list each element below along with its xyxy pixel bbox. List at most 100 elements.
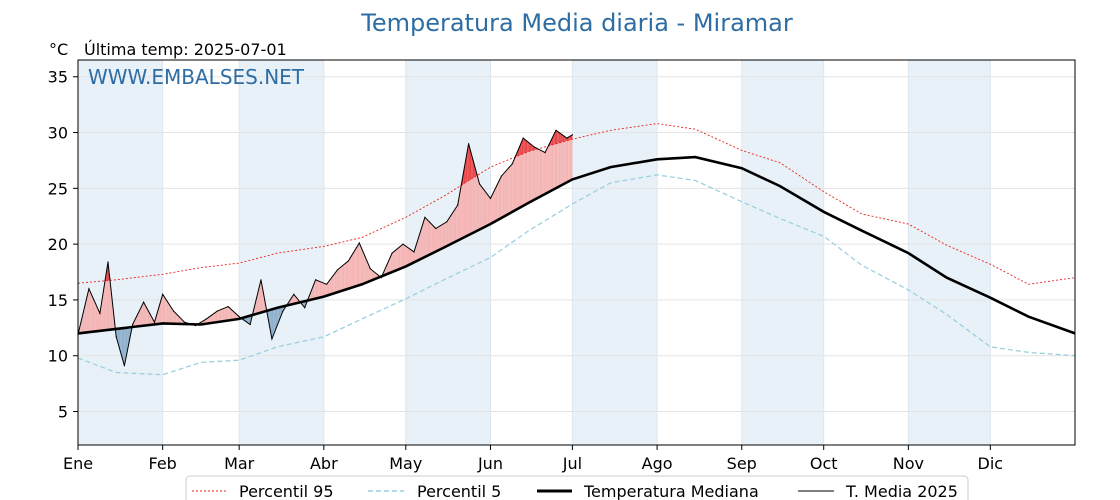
point-2025 [194,324,197,327]
fill-above-median [404,245,406,268]
fill-above-median [497,181,499,221]
fill-above-median [312,283,315,300]
fill-above-median [401,244,404,269]
point-2025 [336,269,339,271]
fill-above-median [393,250,395,272]
point-2025 [555,129,557,131]
fill-above-median [539,149,541,197]
point-2025 [271,338,273,340]
fill-above-median [322,282,324,297]
x-tick-label-feb: Feb [149,454,177,473]
fill-above-median [91,294,94,332]
fill-above-median [233,311,236,320]
fill-above-median [389,256,391,274]
fill-above-median [504,171,506,217]
fill-above-median [318,280,320,298]
x-tick-label-ene: Ene [63,454,93,473]
fill-above-median [344,263,346,291]
fill-above-median [478,178,480,231]
point-2025 [402,243,404,245]
fill-above-median [524,139,526,206]
fill-above-median [534,147,536,200]
point-2025 [99,312,101,314]
fill-above-median [319,281,322,298]
point-2025 [566,137,568,139]
fill-above-median [172,308,174,324]
point-2025 [571,134,574,136]
fill-above-p95 [474,163,476,178]
fill-above-median [494,187,496,222]
fill-above-median [403,244,405,268]
fill-above-p95 [554,130,557,145]
axes: 5 10 15 20 25 30 35 Ene Feb Mar Abr May Jun Jul Ago Sep… [48,68,1003,473]
fill-above-median [445,221,447,247]
fill-above-median [545,149,547,195]
fill-above-median [340,266,342,292]
fill-above-median [213,313,215,323]
fill-above-median [538,149,540,198]
fill-above-p95 [521,138,524,155]
grid-lines [77,60,1075,445]
fill-above-median [317,280,319,299]
fill-above-median [133,318,136,327]
fill-above-median [332,275,334,294]
point-2025 [325,283,328,285]
fill-above-median [516,150,518,210]
fill-above-median [430,222,432,255]
fill-above-median [356,245,358,287]
fill-above-median [500,176,502,219]
fill-above-median [517,147,520,209]
fill-above-median [342,264,345,291]
point-2025 [522,137,524,139]
fill-above-median [170,306,173,324]
fill-above-median [334,271,337,294]
point-2025 [260,279,262,281]
fill-above-median [528,142,531,203]
fill-above-median [409,249,412,265]
fill-above-median [315,279,318,299]
point-2025 [88,288,90,290]
fill-above-median [218,309,221,322]
fill-above-median [373,270,375,280]
fill-above-median [521,138,524,207]
fill-above-p95 [557,131,559,144]
fill-above-p95 [556,130,558,144]
fill-above-median [551,135,554,191]
fill-above-median [442,223,445,249]
fill-above-median [506,168,509,215]
fill-above-median [474,163,476,233]
fill-above-median [143,302,145,326]
fill-above-median [207,316,210,324]
y-tick-label: 25 [48,179,68,198]
fill-above-median [258,285,260,314]
fill-below-median [271,308,274,339]
fill-above-p95 [468,143,470,181]
fill-above-median [560,133,562,186]
series-line-percentil-95 [77,123,1076,285]
fill-above-median [228,306,230,321]
fill-above-median [428,221,431,255]
x-tick-label-dic: Dic [978,454,1004,473]
month-band-mar [239,60,324,445]
fill-above-median [168,302,170,324]
fill-above-median [353,249,356,287]
fill-above-median [527,141,529,204]
x-tick-label-sep: Sep [727,454,757,473]
fill-above-median [151,317,154,325]
fill-above-median [446,219,449,247]
fill-above-median [452,211,454,244]
point-2025 [457,204,459,206]
x-tick-label-jun: Jun [477,454,503,473]
y-tick-label: 15 [48,291,68,310]
fill-above-median [490,195,492,225]
fill-above-median [166,300,169,324]
fill-above-median [210,314,212,324]
fill-above-median [502,172,505,218]
fill-above-median [512,160,514,212]
fill-above-median [140,304,143,326]
fill-above-median [566,137,569,183]
fill-above-median [222,308,225,322]
fill-above-median [159,298,162,324]
y-tick-label: 30 [48,124,68,143]
fill-above-median [398,246,401,270]
